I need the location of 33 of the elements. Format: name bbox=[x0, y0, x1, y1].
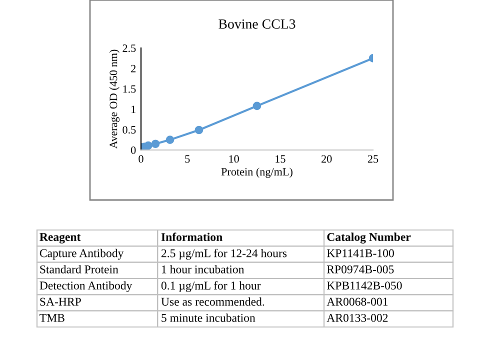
text: RP0974B-005 bbox=[326, 265, 394, 274]
x-axis-title: Protein (ng/mL) bbox=[221, 168, 292, 178]
y-tick-label: 2 bbox=[131, 64, 136, 72]
x-tick-label: 25 bbox=[368, 155, 378, 163]
text: 2.5 µg/mL for 12-24 hours bbox=[161, 248, 287, 260]
y-tick-label: 1.5 bbox=[123, 85, 136, 93]
text: 5 minute incubation bbox=[162, 314, 256, 322]
text: Detection Antibody bbox=[40, 281, 132, 292]
text: 1 hour incubation bbox=[162, 265, 244, 274]
y-tick-label: 0.5 bbox=[122, 126, 136, 134]
text: Catalog Number bbox=[327, 232, 411, 244]
text: 0.1 µg/mL for 1 hour bbox=[161, 281, 261, 292]
chart-title: Bovine CCL3 bbox=[218, 19, 296, 29]
x-tick-label: 15 bbox=[276, 155, 286, 163]
text: KP1141B-100 bbox=[326, 249, 394, 258]
text: Use as recommended. bbox=[161, 297, 264, 306]
text: Standard Protein bbox=[40, 265, 118, 274]
x-tick-label: 5 bbox=[185, 155, 190, 163]
text: AR0133-002 bbox=[326, 314, 388, 322]
y-tick-label: 1 bbox=[132, 106, 136, 114]
y-tick-label: 0 bbox=[131, 146, 136, 154]
text: SA-HRP bbox=[40, 298, 81, 306]
text: Capture Antibody bbox=[40, 248, 124, 260]
x-tick-label: 20 bbox=[322, 155, 332, 163]
text: TMB bbox=[40, 314, 64, 322]
y-tick-label: 2.5 bbox=[122, 44, 136, 52]
text: Reagent bbox=[40, 233, 81, 244]
text: KPB1142B-050 bbox=[326, 282, 402, 290]
x-tick-label: 0 bbox=[138, 155, 144, 163]
x-tick-label: 10 bbox=[229, 155, 239, 163]
text: AR0068-001 bbox=[326, 298, 388, 306]
text: Information bbox=[161, 232, 222, 242]
y-axis-title: Average OD (450 nm) bbox=[109, 50, 120, 149]
